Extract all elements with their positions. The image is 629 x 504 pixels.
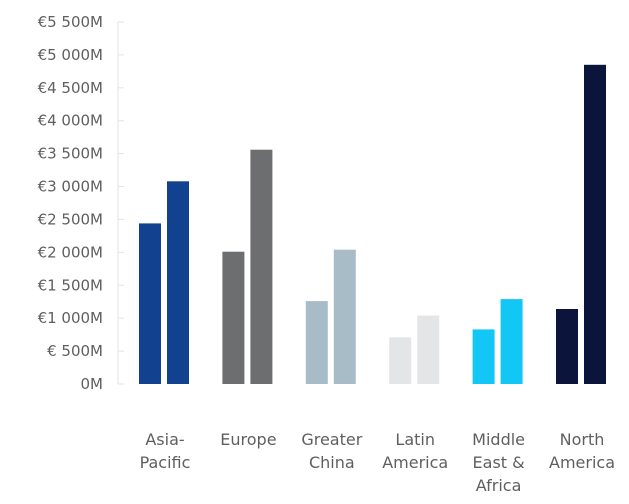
x-label-line: Europe (220, 430, 276, 449)
x-label-north-america: North America (549, 430, 615, 472)
bar-asia-pacific-1 (139, 223, 161, 384)
y-tick-label: €1 000M (38, 309, 103, 327)
bar-latin-america-1 (389, 337, 412, 384)
y-axis: 0M € 500M €1 000M €1 500M €2 000M €2 500M €3 0… (38, 13, 124, 393)
bar-latin-america-2 (417, 315, 440, 384)
bar-greater-china-2 (333, 249, 356, 384)
y-tick-label: €5 000M (38, 46, 103, 64)
x-label-line: Africa (476, 476, 522, 495)
y-tick-label: €3 000M (38, 178, 103, 196)
y-tick-label: €1 500M (38, 276, 103, 294)
x-label-line: Greater (301, 430, 362, 449)
x-label-line: North (560, 430, 605, 449)
y-tick-label: €5 500M (38, 13, 103, 31)
y-tick-label: € 500M (47, 342, 103, 360)
x-label-line: Pacific (140, 453, 191, 472)
x-label-line: East & (473, 453, 525, 472)
bar-middle-east-africa-2 (500, 299, 523, 384)
x-label-line: America (549, 453, 615, 472)
x-label-line: Latin (395, 430, 435, 449)
x-label-middle-east-africa: Middle East & Africa (472, 430, 525, 495)
x-label-asia-pacific: Asia- Pacific (140, 430, 191, 472)
bar-asia-pacific-2 (167, 181, 189, 384)
x-label-europe: Europe (220, 430, 276, 449)
x-axis-labels: Asia- Pacific Europe Greater China Latin Ameri… (140, 430, 615, 495)
bar-middle-east-africa-1 (472, 329, 495, 384)
bar-europe-1 (222, 251, 245, 384)
y-tick-label: €2 000M (38, 243, 103, 261)
x-label-line: Asia- (145, 430, 184, 449)
y-tick-label: €4 500M (38, 79, 103, 97)
bar-north-america-2 (584, 64, 606, 385)
x-label-line: America (382, 453, 448, 472)
bar-europe-2 (250, 149, 273, 384)
y-tick-label: €4 000M (38, 112, 103, 130)
x-label-latin-america: Latin America (382, 430, 448, 472)
y-tick-label: €2 500M (38, 210, 103, 228)
y-tick-label: 0M (81, 375, 104, 393)
bar-greater-china-1 (305, 301, 328, 384)
bars (139, 64, 606, 385)
x-label-greater-china: Greater China (301, 430, 362, 472)
x-label-line: Middle (472, 430, 525, 449)
x-label-line: China (309, 453, 355, 472)
bar-north-america-1 (556, 309, 578, 384)
y-tick-label: €3 500M (38, 145, 103, 163)
